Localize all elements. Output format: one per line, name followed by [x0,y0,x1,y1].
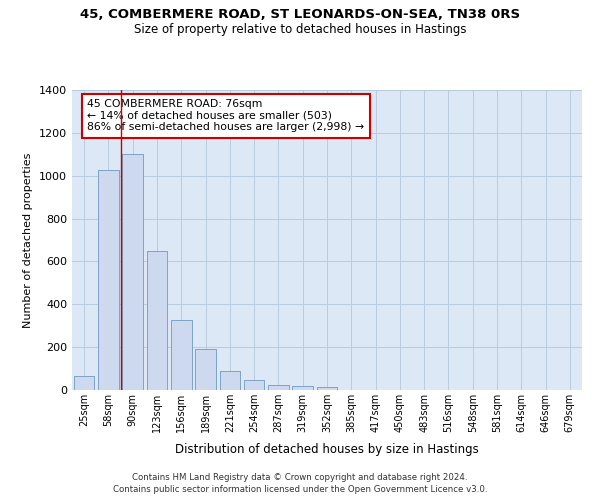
Text: 45 COMBERMERE ROAD: 76sqm
← 14% of detached houses are smaller (503)
86% of semi: 45 COMBERMERE ROAD: 76sqm ← 14% of detac… [88,99,364,132]
Bar [268,384,289,390]
Text: 45, COMBERMERE ROAD, ST LEONARDS-ON-SEA, TN38 0RS: 45, COMBERMERE ROAD, ST LEONARDS-ON-SEA,… [80,8,520,20]
Bar [244,380,265,390]
Y-axis label: Number of detached properties: Number of detached properties [23,152,34,328]
Text: Distribution of detached houses by size in Hastings: Distribution of detached houses by size … [175,442,479,456]
Bar [292,386,313,390]
Text: Contains HM Land Registry data © Crown copyright and database right 2024.: Contains HM Land Registry data © Crown c… [132,472,468,482]
Text: Contains public sector information licensed under the Open Government Licence v3: Contains public sector information licen… [113,485,487,494]
Bar [220,370,240,390]
Bar [171,320,191,390]
Bar [195,350,216,390]
Bar [98,170,119,390]
Bar [74,376,94,390]
Bar [317,388,337,390]
Text: Size of property relative to detached houses in Hastings: Size of property relative to detached ho… [134,22,466,36]
Bar [122,154,143,390]
Bar [146,250,167,390]
